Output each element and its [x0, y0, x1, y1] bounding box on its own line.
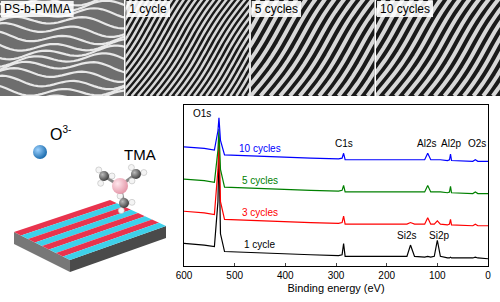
svg-text:3 cycles: 3 cycles	[242, 207, 278, 218]
svg-text:Binding energy (eV): Binding energy (eV)	[287, 282, 384, 294]
svg-text:5 cycles: 5 cycles	[255, 2, 298, 16]
svg-text:PS-b-PMMA: PS-b-PMMA	[4, 2, 71, 16]
svg-text:Si2p: Si2p	[429, 230, 449, 241]
svg-text:600: 600	[176, 270, 193, 281]
svg-text:O2s: O2s	[468, 138, 486, 149]
svg-text:5 cycles: 5 cycles	[242, 175, 278, 186]
svg-text:10 cycles: 10 cycles	[380, 2, 430, 16]
svg-text:500: 500	[226, 270, 243, 281]
svg-text:C1s: C1s	[335, 138, 353, 149]
svg-text:Si2s: Si2s	[397, 230, 416, 241]
svg-text:200: 200	[378, 270, 395, 281]
svg-text:O1s: O1s	[193, 108, 211, 119]
svg-text:10 cycles: 10 cycles	[239, 143, 281, 154]
svg-text:O3-: O3-	[50, 124, 71, 143]
svg-text:100: 100	[429, 270, 446, 281]
svg-text:300: 300	[328, 270, 345, 281]
svg-text:TMA: TMA	[124, 146, 156, 163]
svg-text:0: 0	[485, 270, 491, 281]
svg-text:1 cycle: 1 cycle	[129, 2, 167, 16]
svg-text:Al2s: Al2s	[417, 138, 436, 149]
svg-text:1 cycle: 1 cycle	[244, 239, 276, 250]
svg-text:Al2p: Al2p	[441, 138, 461, 149]
svg-text:400: 400	[277, 270, 294, 281]
